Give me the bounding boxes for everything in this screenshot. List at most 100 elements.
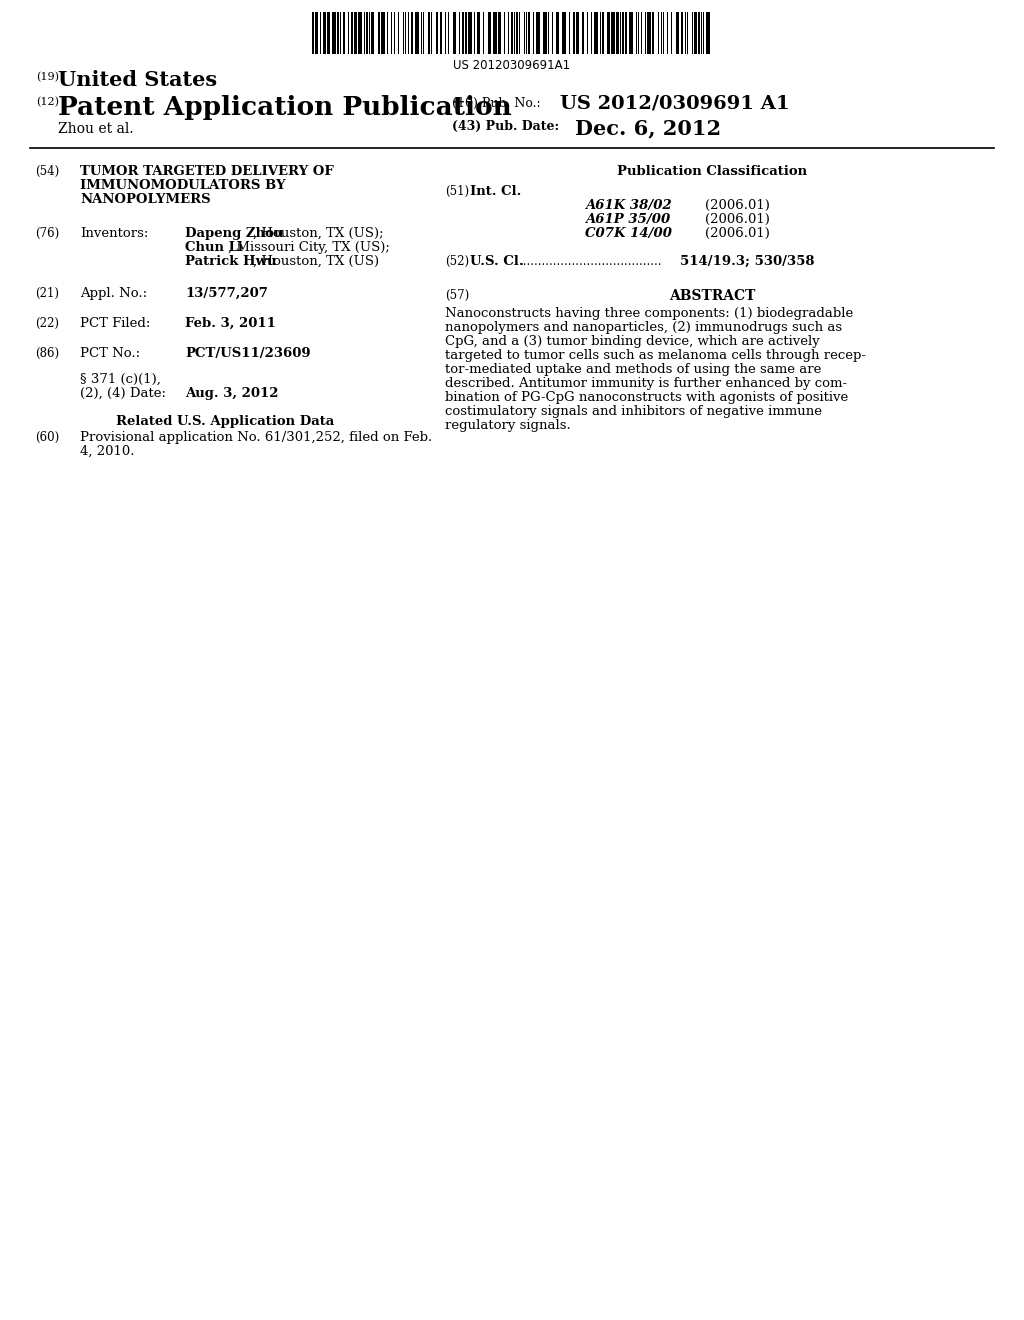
Bar bbox=[477, 12, 479, 54]
Bar bbox=[343, 12, 345, 54]
Bar bbox=[569, 12, 570, 54]
Bar bbox=[398, 12, 399, 54]
Text: PCT Filed:: PCT Filed: bbox=[80, 317, 151, 330]
Bar bbox=[537, 12, 540, 54]
Text: U.S. Cl.: U.S. Cl. bbox=[470, 255, 523, 268]
Bar bbox=[378, 12, 380, 54]
Text: (86): (86) bbox=[35, 347, 59, 360]
Bar bbox=[421, 12, 422, 54]
Bar bbox=[543, 12, 547, 54]
Bar bbox=[519, 12, 520, 54]
Text: 514/19.3; 530/358: 514/19.3; 530/358 bbox=[680, 255, 814, 268]
Bar bbox=[511, 12, 513, 54]
Bar bbox=[462, 12, 464, 54]
Bar bbox=[348, 12, 349, 54]
Bar bbox=[687, 12, 688, 54]
Bar bbox=[431, 12, 432, 54]
Bar bbox=[662, 12, 663, 54]
Bar bbox=[440, 12, 442, 54]
Bar bbox=[324, 12, 326, 54]
Bar bbox=[402, 12, 403, 54]
Bar bbox=[337, 12, 339, 54]
Bar bbox=[641, 12, 642, 54]
Text: 13/577,207: 13/577,207 bbox=[185, 286, 268, 300]
Text: Patent Application Publication: Patent Application Publication bbox=[58, 95, 512, 120]
Bar bbox=[423, 12, 424, 54]
Bar bbox=[606, 12, 610, 54]
Text: , Houston, TX (US): , Houston, TX (US) bbox=[253, 255, 379, 268]
Bar bbox=[468, 12, 472, 54]
Bar bbox=[444, 12, 445, 54]
Text: , Missouri City, TX (US);: , Missouri City, TX (US); bbox=[228, 242, 390, 253]
Bar bbox=[572, 12, 574, 54]
Text: IMMUNOMODULATORS BY: IMMUNOMODULATORS BY bbox=[80, 180, 286, 191]
Text: Patrick Hwu: Patrick Hwu bbox=[185, 255, 276, 268]
Text: Publication Classification: Publication Classification bbox=[617, 165, 808, 178]
Bar bbox=[354, 12, 357, 54]
Bar bbox=[460, 12, 461, 54]
Text: A61P 35/00: A61P 35/00 bbox=[585, 213, 671, 226]
Bar bbox=[647, 12, 651, 54]
Bar bbox=[685, 12, 686, 54]
Text: (22): (22) bbox=[35, 317, 59, 330]
Bar bbox=[621, 12, 622, 54]
Text: Int. Cl.: Int. Cl. bbox=[470, 185, 521, 198]
Text: tor-mediated uptake and methods of using the same are: tor-mediated uptake and methods of using… bbox=[445, 363, 821, 376]
Bar bbox=[453, 12, 456, 54]
Text: (57): (57) bbox=[445, 289, 469, 302]
Text: C07K 14/00: C07K 14/00 bbox=[585, 227, 672, 240]
Text: regulatory signals.: regulatory signals. bbox=[445, 418, 570, 432]
Bar bbox=[700, 12, 701, 54]
Bar bbox=[369, 12, 370, 54]
Text: (52): (52) bbox=[445, 255, 469, 268]
Bar bbox=[415, 12, 419, 54]
Text: TUMOR TARGETED DELIVERY OF: TUMOR TARGETED DELIVERY OF bbox=[80, 165, 334, 178]
Bar bbox=[435, 12, 438, 54]
Bar bbox=[514, 12, 515, 54]
Bar bbox=[526, 12, 527, 54]
Text: Provisional application No. 61/301,252, filed on Feb.: Provisional application No. 61/301,252, … bbox=[80, 432, 432, 444]
Text: nanopolymers and nanoparticles, (2) immunodrugs such as: nanopolymers and nanoparticles, (2) immu… bbox=[445, 321, 842, 334]
Bar bbox=[404, 12, 407, 54]
Text: Dapeng Zhou: Dapeng Zhou bbox=[185, 227, 284, 240]
Text: Chun Li: Chun Li bbox=[185, 242, 243, 253]
Bar bbox=[594, 12, 598, 54]
Text: NANOPOLYMERS: NANOPOLYMERS bbox=[80, 193, 211, 206]
Text: Nanoconstructs having three components: (1) biodegradable: Nanoconstructs having three components: … bbox=[445, 308, 853, 319]
Bar bbox=[636, 12, 637, 54]
Bar bbox=[681, 12, 683, 54]
Bar bbox=[319, 12, 322, 54]
Bar bbox=[548, 12, 549, 54]
Text: A61K 38/02: A61K 38/02 bbox=[585, 199, 672, 213]
Bar bbox=[707, 12, 710, 54]
Bar bbox=[625, 12, 627, 54]
Bar bbox=[411, 12, 413, 54]
Bar bbox=[602, 12, 604, 54]
Text: (54): (54) bbox=[35, 165, 59, 178]
Bar bbox=[698, 12, 699, 54]
Text: (10) Pub. No.:: (10) Pub. No.: bbox=[452, 96, 541, 110]
Bar bbox=[365, 12, 366, 54]
Text: US 20120309691A1: US 20120309691A1 bbox=[454, 59, 570, 73]
Text: targeted to tumor cells such as melanoma cells through recep-: targeted to tumor cells such as melanoma… bbox=[445, 348, 866, 362]
Bar bbox=[556, 12, 559, 54]
Bar bbox=[483, 12, 484, 54]
Text: ......................................: ...................................... bbox=[520, 255, 663, 268]
Bar bbox=[694, 12, 697, 54]
Text: § 371 (c)(1),: § 371 (c)(1), bbox=[80, 374, 161, 385]
Text: costimulatory signals and inhibitors of negative immune: costimulatory signals and inhibitors of … bbox=[445, 405, 822, 418]
Bar bbox=[676, 12, 679, 54]
Bar bbox=[577, 12, 580, 54]
Bar bbox=[532, 12, 535, 54]
Bar bbox=[664, 12, 665, 54]
Bar bbox=[447, 12, 450, 54]
Text: (43) Pub. Date:: (43) Pub. Date: bbox=[452, 120, 559, 133]
Bar bbox=[474, 12, 475, 54]
Bar bbox=[358, 12, 361, 54]
Bar bbox=[333, 12, 336, 54]
Bar bbox=[367, 12, 368, 54]
Text: (12): (12) bbox=[36, 96, 59, 107]
Bar bbox=[381, 12, 385, 54]
Bar bbox=[667, 12, 668, 54]
Bar bbox=[702, 12, 705, 54]
